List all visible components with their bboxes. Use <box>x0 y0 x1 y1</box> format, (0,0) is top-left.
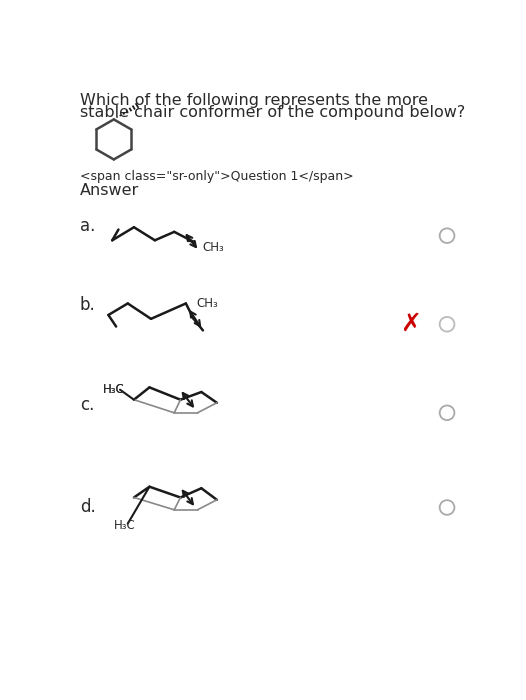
Text: ✗: ✗ <box>400 312 421 336</box>
Text: <span class="sr-only">Question 1</span>: <span class="sr-only">Question 1</span> <box>80 170 353 183</box>
Text: H₃C: H₃C <box>103 383 125 396</box>
Text: CH₃: CH₃ <box>196 298 218 310</box>
Text: H₃C: H₃C <box>103 383 125 396</box>
Text: c.: c. <box>80 396 94 414</box>
Text: Which of the following represents the more: Which of the following represents the mo… <box>80 93 428 108</box>
Text: CH₃: CH₃ <box>202 241 224 253</box>
Text: Answer: Answer <box>80 183 139 197</box>
Text: b.: b. <box>80 296 95 314</box>
Text: a.: a. <box>80 218 95 235</box>
Text: d.: d. <box>80 498 95 517</box>
Text: H₃C: H₃C <box>114 519 136 532</box>
Text: stable chair conformer of the compound below?: stable chair conformer of the compound b… <box>80 105 465 120</box>
